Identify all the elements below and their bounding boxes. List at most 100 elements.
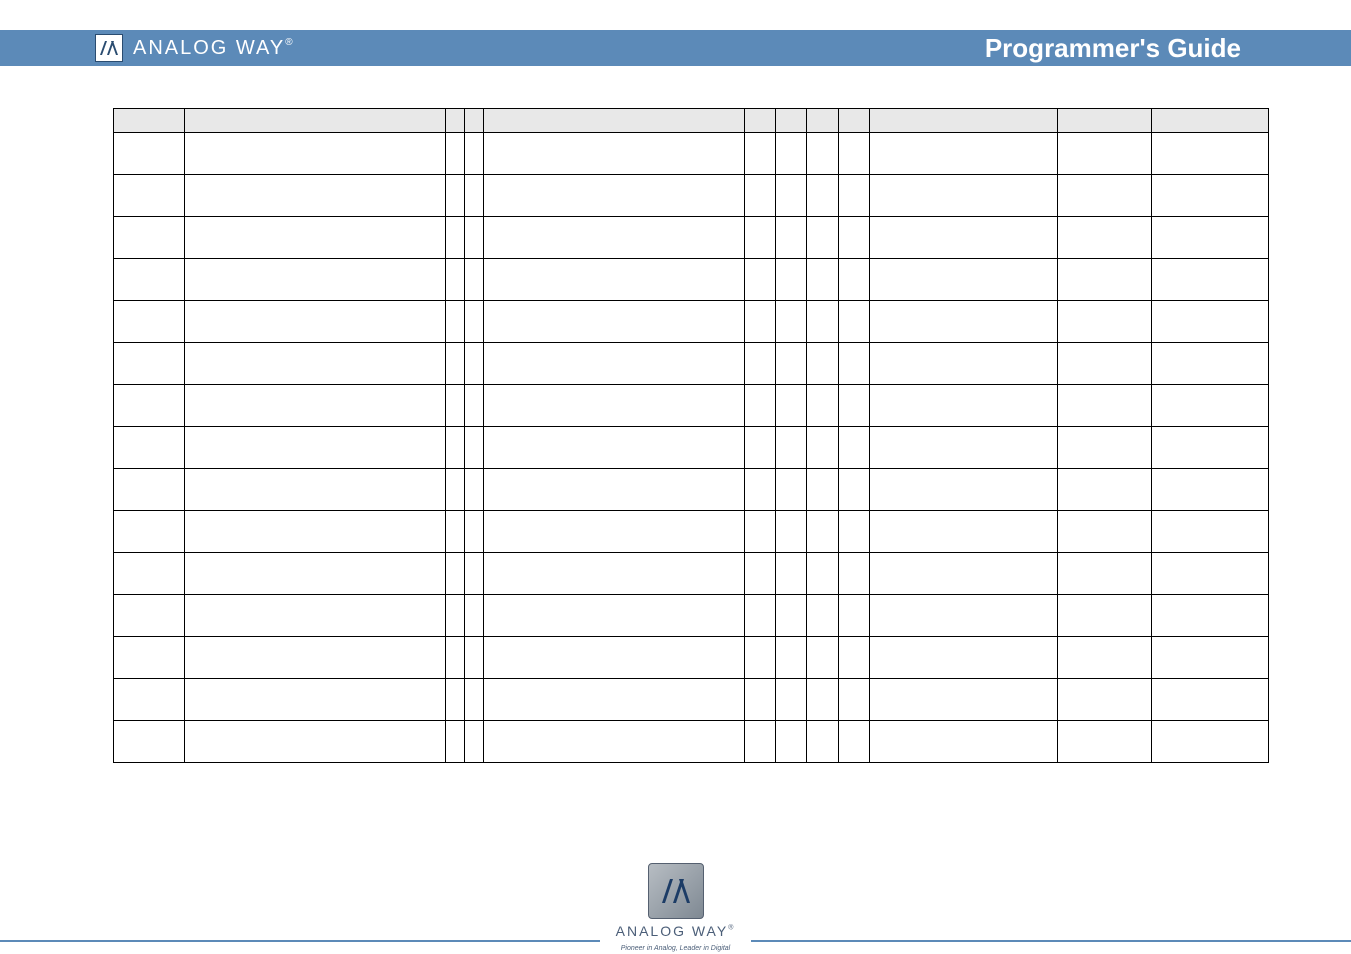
cell-min	[776, 679, 807, 721]
cell-value	[1058, 553, 1152, 595]
header-bar: ANALOG WAY® Programmer's Guide	[0, 30, 1351, 66]
cell-max	[807, 259, 838, 301]
command-table	[113, 108, 1269, 763]
cell-max	[807, 217, 838, 259]
cell-resp	[744, 721, 775, 763]
cell-name	[185, 595, 446, 637]
footer-brand-line: ANALOG WAY®	[616, 923, 736, 941]
cell-group	[114, 679, 185, 721]
cell-resp	[744, 133, 775, 175]
cell-resp	[744, 511, 775, 553]
cell-name	[185, 133, 446, 175]
cell-min	[776, 553, 807, 595]
cell-descr2	[1151, 343, 1268, 385]
cell-descr2	[1151, 553, 1268, 595]
cell-max	[807, 343, 838, 385]
cell-min	[776, 427, 807, 469]
th-value	[1058, 109, 1152, 133]
cell-descr	[870, 553, 1058, 595]
cell-na	[464, 679, 483, 721]
brand-reg: ®	[285, 37, 294, 48]
cell-resp	[744, 343, 775, 385]
cell-rw	[446, 175, 465, 217]
footer-tagline: Pioneer in Analog, Leader in Digital	[621, 945, 730, 952]
cell-value	[1058, 595, 1152, 637]
table-body	[114, 133, 1269, 763]
cell-descr2	[1151, 301, 1268, 343]
cell-max	[807, 595, 838, 637]
cell-default	[838, 637, 869, 679]
cell-na	[464, 595, 483, 637]
footer-logo-group: ANALOG WAY® Pioneer in Analog, Leader in…	[616, 863, 736, 954]
table-row	[114, 343, 1269, 385]
cell-descr	[870, 385, 1058, 427]
cell-na	[464, 427, 483, 469]
cell-default	[838, 259, 869, 301]
th-descr2	[1151, 109, 1268, 133]
cell-na	[464, 217, 483, 259]
cell-group	[114, 301, 185, 343]
cell-cmd	[483, 595, 744, 637]
cell-min	[776, 511, 807, 553]
cell-group	[114, 637, 185, 679]
cell-descr2	[1151, 511, 1268, 553]
cell-cmd	[483, 721, 744, 763]
cell-value	[1058, 637, 1152, 679]
cell-resp	[744, 385, 775, 427]
footer-divider-left	[0, 940, 600, 942]
cell-max	[807, 637, 838, 679]
cell-min	[776, 259, 807, 301]
cell-value	[1058, 133, 1152, 175]
cell-name	[185, 637, 446, 679]
cell-na	[464, 469, 483, 511]
footer-divider-right	[751, 940, 1351, 942]
table-row	[114, 469, 1269, 511]
cell-max	[807, 721, 838, 763]
cell-rw	[446, 595, 465, 637]
cell-group	[114, 721, 185, 763]
cell-name	[185, 679, 446, 721]
table-row	[114, 511, 1269, 553]
cell-descr	[870, 259, 1058, 301]
table-row	[114, 595, 1269, 637]
cell-group	[114, 595, 185, 637]
th-name	[185, 109, 446, 133]
cell-rw	[446, 679, 465, 721]
cell-min	[776, 175, 807, 217]
cell-min	[776, 595, 807, 637]
cell-na	[464, 721, 483, 763]
table-row	[114, 175, 1269, 217]
cell-na	[464, 133, 483, 175]
cell-resp	[744, 427, 775, 469]
cell-value	[1058, 175, 1152, 217]
cell-max	[807, 175, 838, 217]
cell-name	[185, 469, 446, 511]
table-row	[114, 637, 1269, 679]
cell-descr	[870, 595, 1058, 637]
cell-rw	[446, 217, 465, 259]
cell-name	[185, 553, 446, 595]
cell-value	[1058, 259, 1152, 301]
cell-name	[185, 511, 446, 553]
cell-descr2	[1151, 721, 1268, 763]
cell-descr2	[1151, 637, 1268, 679]
cell-descr	[870, 679, 1058, 721]
cell-default	[838, 217, 869, 259]
table-row	[114, 427, 1269, 469]
cell-min	[776, 301, 807, 343]
cell-group	[114, 385, 185, 427]
cell-cmd	[483, 469, 744, 511]
cell-descr	[870, 133, 1058, 175]
cell-default	[838, 343, 869, 385]
brand-logo-icon	[95, 34, 123, 62]
cell-group	[114, 217, 185, 259]
cell-resp	[744, 595, 775, 637]
cell-default	[838, 721, 869, 763]
cell-value	[1058, 343, 1152, 385]
cell-descr	[870, 301, 1058, 343]
th-default	[838, 109, 869, 133]
cell-rw	[446, 511, 465, 553]
cell-default	[838, 553, 869, 595]
table-header-row	[114, 109, 1269, 133]
cell-name	[185, 217, 446, 259]
